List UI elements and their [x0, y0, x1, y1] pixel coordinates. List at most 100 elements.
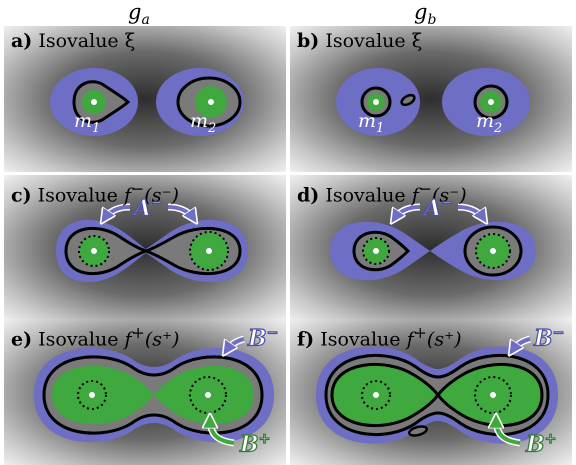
- panel-d-text: Isovalue: [325, 184, 406, 207]
- maximum-m1-point: [373, 392, 379, 398]
- Bplus-sup: +: [544, 430, 557, 447]
- maximum-m1-point: [373, 99, 379, 105]
- panel-a-canvas: [4, 26, 286, 172]
- Bminus-base: B: [533, 325, 553, 352]
- label-B-minus: B−: [247, 324, 279, 352]
- green-region-B-plus: [330, 362, 544, 428]
- dotted-contour-left: [77, 380, 107, 410]
- col-ga-base: g: [128, 0, 142, 24]
- Bminus-sup: −: [266, 324, 279, 341]
- panel-c-arg: (s⁻): [144, 184, 179, 207]
- panel-f-sup: +: [413, 323, 427, 342]
- arrow-B-plus: [210, 419, 235, 445]
- panel-f-arg: (s⁺): [426, 328, 462, 351]
- panel-f-letter: f): [297, 328, 315, 351]
- panel-c: c) Isovalue f−(s⁻) A−: [4, 175, 286, 321]
- maximum-m2-point: [490, 392, 496, 398]
- arrow-A-right: [457, 205, 484, 219]
- Bplus-base: B: [239, 431, 259, 458]
- arrow-B-minus: [512, 337, 531, 351]
- panel-a-title: a) Isovalue ξ: [11, 30, 135, 52]
- panel-c-text: Isovalue: [37, 184, 118, 207]
- maximum-m2-point: [488, 99, 494, 105]
- m1-base: m: [358, 110, 377, 132]
- col-gb-sub: b: [427, 12, 437, 29]
- column-header-ga: ga: [128, 0, 150, 28]
- green-region-B-plus: [52, 365, 254, 425]
- panel-d-canvas: [290, 175, 572, 321]
- dotted-contour-right: [474, 376, 512, 414]
- small-isocontour: [407, 425, 429, 437]
- panel-b-canvas: [290, 26, 572, 172]
- panel-c-letter: c): [11, 184, 32, 207]
- panel-f-title: f) Isovalue f+(s⁺): [297, 323, 462, 350]
- panel-b-text: Isovalue: [325, 30, 406, 52]
- panel-d-sym: f: [411, 184, 419, 207]
- label-m2: m2: [476, 110, 502, 136]
- panel-f: f) Isovalue f+(s⁺) B− B+: [290, 319, 572, 465]
- m2-base: m: [190, 110, 209, 132]
- A-base: A: [133, 195, 152, 222]
- label-A-minus: A−: [133, 194, 163, 222]
- maximum-m2-point: [208, 99, 214, 105]
- maximum-m1-point: [89, 392, 95, 398]
- panel-e-title: e) Isovalue f+(s⁺): [11, 323, 179, 350]
- panel-a-sym: ξ: [124, 30, 136, 52]
- maximum-m1-point: [91, 248, 97, 254]
- panel-d-letter: d): [297, 184, 320, 207]
- m2-sub: 2: [208, 120, 217, 136]
- arrow-B-minus: [226, 337, 245, 351]
- panel-f-text: Isovalue: [320, 328, 401, 351]
- maximum-m2-point: [205, 392, 211, 398]
- arrow-B-plus: [496, 419, 521, 445]
- m1-sub: 1: [376, 120, 385, 136]
- label-B-plus: B+: [239, 430, 271, 458]
- maximum-m2-point: [490, 248, 496, 254]
- panel-c-sup: −: [131, 179, 145, 198]
- maximum-m1-point: [373, 248, 379, 254]
- panel-e: e) Isovalue f+(s⁺) B− B+: [4, 319, 286, 465]
- column-header-gb: gb: [414, 0, 436, 28]
- panel-f-canvas: [290, 319, 572, 465]
- panel-a-text: Isovalue: [38, 30, 119, 52]
- dotted-contour-left: [361, 380, 391, 410]
- col-gb-base: g: [414, 0, 428, 24]
- panel-b-letter: b): [297, 30, 320, 52]
- maximum-m2-point: [206, 248, 212, 254]
- panel-d-title: d) Isovalue f−(s⁻): [297, 179, 467, 206]
- panel-d-arg: (s⁻): [432, 184, 467, 207]
- panel-c-sym: f: [123, 184, 132, 207]
- m1-sub: 1: [92, 120, 101, 136]
- panel-b-title: b) Isovalue ξ: [297, 30, 422, 52]
- panel-c-title: c) Isovalue f−(s⁻): [11, 179, 179, 206]
- panel-a: a) Isovalue ξ m 1 m2: [4, 26, 286, 172]
- label-A-minus: A−: [423, 194, 453, 222]
- Bplus-sup: +: [258, 430, 271, 447]
- panel-e-arg: (s⁺): [144, 328, 180, 351]
- panel-e-text: Isovalue: [38, 328, 119, 351]
- Bminus-base: B: [247, 325, 267, 352]
- panel-f-sym: f: [406, 328, 414, 351]
- m2-base: m: [476, 110, 495, 132]
- maximum-m1-point: [91, 99, 97, 105]
- arrow-A-right: [167, 205, 194, 219]
- arrow-A-left: [394, 205, 421, 219]
- dotted-contour-right: [189, 376, 227, 414]
- arrow-A-left: [104, 205, 131, 219]
- panel-b: b) Isovalue ξ m1 m2: [290, 26, 572, 172]
- A-sup: −: [150, 194, 163, 211]
- Bplus-base: B: [525, 431, 545, 458]
- label-m2: m2: [190, 110, 216, 136]
- panel-e-letter: e): [11, 328, 33, 351]
- panel-e-canvas: [4, 319, 286, 465]
- panel-b-sym: ξ: [411, 30, 423, 52]
- panel-c-canvas: [4, 175, 286, 321]
- panel-e-sup: +: [131, 323, 145, 342]
- col-ga-sub: a: [141, 12, 150, 29]
- panel-a-letter: a): [11, 30, 33, 52]
- A-base: A: [423, 195, 442, 222]
- panel-d-sup: −: [418, 179, 433, 198]
- panel-e-sym: f: [124, 328, 132, 351]
- Bminus-sup: −: [552, 324, 565, 341]
- panel-d: d) Isovalue f−(s⁻) A−: [290, 175, 572, 321]
